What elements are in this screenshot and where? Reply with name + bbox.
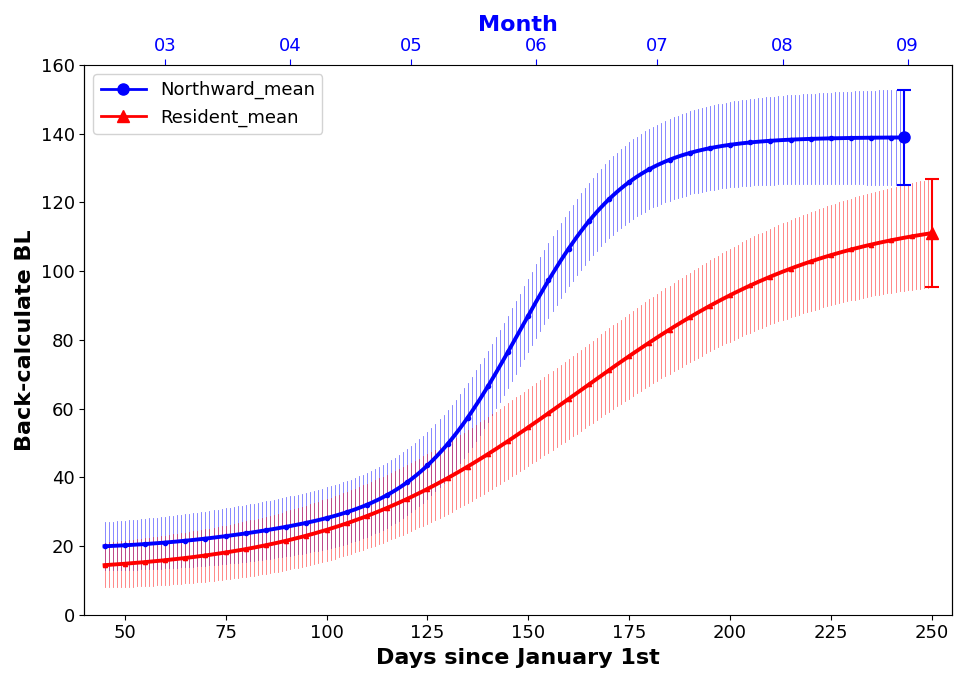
X-axis label: Days since January 1st: Days since January 1st xyxy=(376,648,660,668)
Y-axis label: Back-calculate BL: Back-calculate BL xyxy=(15,229,35,451)
X-axis label: Month: Month xyxy=(479,15,558,35)
Legend: Northward_mean, Resident_mean: Northward_mean, Resident_mean xyxy=(94,74,322,134)
